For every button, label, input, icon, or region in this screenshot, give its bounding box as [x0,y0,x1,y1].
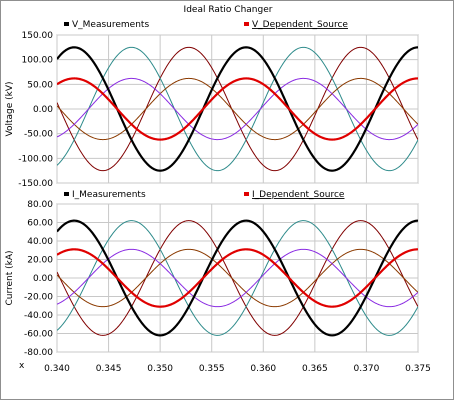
x-tick-label: 0.340 [44,364,70,374]
x-axis-marker: x [19,361,25,371]
series-line [57,46,418,172]
legend-label: I_Dependent_Source [252,190,345,200]
x-tick-label: 0.355 [199,364,225,374]
y-tick-label: 0.00 [33,105,53,115]
series-line [57,77,418,141]
legend-swatch [244,192,249,196]
series-line [57,248,418,308]
x-tick-label: 0.365 [302,364,328,374]
y-tick-label: -80.00 [24,348,53,358]
y-tick-label: -100.00 [18,154,53,164]
legend-label: I_Measurements [72,190,146,200]
y-tick-label: -60.00 [24,330,53,340]
y-tick-label: -40.00 [24,311,53,321]
voltage-panel: 150.00 100.00 50.00 0.00 -50.00 -100.00 -150.0… [5,20,419,189]
x-tick-label: 0.375 [405,364,431,374]
x-tick-label: 0.370 [354,364,380,374]
y-tick-label: 50.00 [27,80,53,90]
legend-label: V_Dependent_Source [252,20,348,30]
y-tick-label: 150.00 [22,31,54,41]
legend-swatch [244,22,249,26]
y-axis-label: Voltage (kV) [5,81,15,136]
series-line [57,77,418,141]
y-tick-label: 40.00 [27,237,53,247]
series-line [57,220,418,336]
series-line [57,77,418,141]
y-tick-label: -150.00 [18,179,53,189]
x-tick-label: 0.350 [147,364,173,374]
y-tick-label: 20.00 [27,256,53,266]
y-tick-label: 60.00 [27,219,53,229]
y-tick-label: -50.00 [24,130,53,140]
x-axis: 0.340 0.345 0.350 0.355 0.360 0.365 0.370 0.375… [19,361,431,374]
series-line [57,220,418,336]
x-tick-label: 0.345 [96,364,122,374]
legend-swatch [64,192,69,196]
x-tick-label: 0.360 [250,364,276,374]
chart-title: Ideal Ratio Changer [183,5,273,15]
series-line [57,46,418,172]
y-tick-label: -20.00 [24,293,53,303]
y-tick-label: 0.00 [33,274,53,284]
y-tick-label: 80.00 [27,200,53,210]
legend-swatch [64,22,69,26]
series-line [57,248,418,308]
series-line [57,248,418,308]
y-axis-label: Current (kA) [5,250,15,305]
current-panel: 80.00 60.00 40.00 20.00 0.00 -20.00 -40.00 -60.… [5,190,419,358]
y-tick-label: 100.00 [22,56,54,66]
legend-label: V_Measurements [72,20,149,30]
